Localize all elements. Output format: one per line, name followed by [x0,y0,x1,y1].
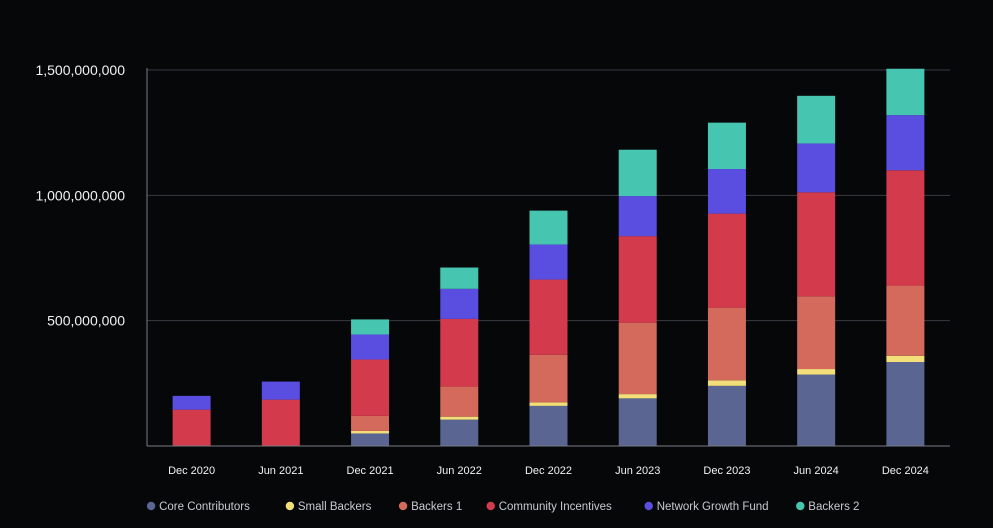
bar-core-contributors-jun-2024 [797,374,836,446]
y-tick-label: 1,500,000,000 [35,62,125,78]
bar-backers-2-dec-2023 [707,122,746,170]
bar-community-incentives-dec-2021 [351,359,390,416]
bar-core-contributors-dec-2023 [707,385,746,446]
legend-swatch [285,501,295,511]
bar-backers-1-dec-2021 [351,415,390,431]
y-tick-label: 500,000,000 [47,313,125,329]
bar-backers-1-dec-2022 [529,354,568,403]
legend-item-community-incentives: Community Incentives [486,501,612,513]
bar-backers-2-jun-2023 [618,149,657,197]
legend-item-core-contributors: Core Contributors [146,501,250,513]
bar-backers-1-jun-2024 [797,296,836,370]
x-tick-label: Jun 2023 [615,465,660,477]
legend-swatch [146,501,156,511]
bar-community-incentives-jun-2022 [440,318,479,387]
bar-network-growth-fund-dec-2023 [707,169,746,214]
bar-core-contributors-jun-2022 [440,419,479,446]
bar-small-backers-jun-2024 [797,369,836,375]
x-tick-label: Jun 2022 [437,465,482,477]
bar-core-contributors-dec-2022 [529,405,568,446]
legend-label: Small Backers [298,501,372,513]
bar-community-incentives-dec-2024 [886,170,925,286]
bar-backers-2-dec-2021 [351,319,390,335]
bar-backers-1-jun-2023 [618,322,657,395]
x-tick-label: Dec 2024 [882,465,929,477]
bar-core-contributors-jun-2023 [618,398,657,446]
bar-community-incentives-jun-2021 [261,399,300,446]
bar-core-contributors-dec-2024 [886,362,925,446]
y-tick-label: 1,000,000,000 [35,187,125,203]
bar-network-growth-fund-jun-2021 [261,381,300,400]
x-tick-label: Dec 2021 [347,465,394,477]
x-tick-label: Dec 2022 [525,465,572,477]
legend-item-small-backers: Small Backers [285,501,372,513]
bar-backers-2-jun-2022 [440,267,479,289]
bar-backers-2-dec-2024 [886,68,925,116]
legend: Core Contributors Small Backers Backers 1 C… [146,501,859,513]
x-axis: Dec 2020 Jun 2021 Dec 2021 Jun 2022 Dec 2022… [147,445,950,477]
bar-network-growth-fund-jun-2024 [797,143,836,193]
bar-small-backers-jun-2023 [618,394,657,399]
legend-label: Core Contributors [159,501,250,513]
bar-community-incentives-jun-2024 [797,192,836,297]
bar-community-incentives-dec-2020 [172,409,211,446]
bar-community-incentives-dec-2022 [529,279,568,355]
legend-swatch [486,501,495,511]
legend-swatch [644,501,653,511]
legend-label: Backers 1 [411,501,462,513]
x-tick-label: Jun 2024 [794,465,839,477]
bar-small-backers-dec-2024 [886,355,925,363]
legend-item-backers-2: Backers 2 [796,501,859,513]
bar-small-backers-dec-2023 [707,380,746,386]
bar-backers-2-dec-2022 [529,210,568,245]
legend-swatch [796,501,805,511]
legend-swatch [398,501,408,511]
x-tick-label: Dec 2023 [703,465,750,477]
y-axis: 500,000,000 1,000,000,000 1,500,000,000 [35,62,148,446]
bar-small-backers-dec-2022 [529,402,568,406]
legend-label: Backers 2 [808,501,859,513]
x-tick-label: Jun 2021 [258,465,303,477]
bar-network-growth-fund-dec-2021 [351,334,390,360]
legend-item-network-growth-fund: Network Growth Fund [644,501,769,513]
bar-backers-1-dec-2023 [707,307,746,381]
legend-item-backers-1: Backers 1 [398,501,462,513]
bar-network-growth-fund-dec-2020 [172,395,211,410]
bar-network-growth-fund-dec-2022 [529,244,568,280]
x-tick-label: Dec 2020 [168,465,215,477]
bar-network-growth-fund-jun-2022 [440,288,479,319]
bar-network-growth-fund-dec-2024 [886,115,925,171]
bar-small-backers-jun-2022 [440,416,479,420]
bars-layer [172,68,925,446]
bar-community-incentives-jun-2023 [618,236,657,323]
bar-community-incentives-dec-2023 [707,213,746,308]
bar-core-contributors-dec-2021 [351,433,390,446]
bar-small-backers-dec-2021 [351,430,390,434]
bar-network-growth-fund-jun-2023 [618,196,657,237]
legend-label: Network Growth Fund [657,501,769,513]
bar-backers-1-jun-2022 [440,386,479,417]
legend-label: Community Incentives [499,501,612,513]
bar-backers-2-jun-2024 [797,95,836,144]
bar-backers-1-dec-2024 [886,285,925,356]
